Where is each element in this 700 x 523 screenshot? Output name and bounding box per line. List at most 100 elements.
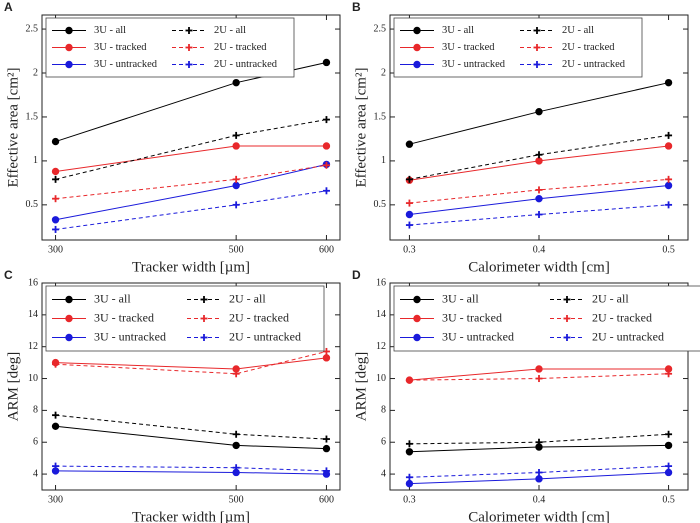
marker [65, 295, 73, 304]
marker [533, 27, 541, 34]
marker [664, 78, 673, 87]
y-tick-label: 6 [33, 437, 38, 448]
series-line [55, 414, 327, 440]
x-axis-label: Tracker width [µm] [132, 259, 250, 275]
y-tick-label: 1 [381, 155, 386, 166]
marker [413, 295, 421, 304]
marker [51, 167, 60, 176]
legend-label: 3U - untracked [94, 329, 166, 343]
y-tick-label: 0.5 [26, 199, 39, 210]
plot-frame [41, 14, 341, 241]
marker [665, 370, 673, 378]
legend-label: 2U - tracked [214, 42, 267, 53]
legend-label: 3U - untracked [442, 59, 506, 70]
legend-label: 3U - untracked [94, 59, 158, 70]
legend-label: 2U - untracked [562, 59, 626, 70]
marker [664, 468, 673, 477]
marker [200, 315, 208, 322]
marker [413, 60, 421, 69]
series-line [55, 145, 327, 172]
legend-label: 2U - tracked [229, 310, 289, 324]
marker [52, 195, 60, 203]
marker [185, 27, 193, 34]
panel-label: A [4, 0, 13, 14]
marker [322, 142, 331, 150]
legend-label: 2U - tracked [562, 42, 615, 53]
y-tick-label: 4 [381, 468, 386, 479]
y-tick-label: 10 [28, 373, 38, 384]
x-tick-label: 600 [319, 244, 334, 255]
marker [535, 186, 543, 194]
y-axis-label: Effective area [cm²] [5, 68, 21, 188]
marker [405, 210, 414, 219]
panel-label: C [4, 268, 13, 282]
marker [535, 194, 543, 203]
y-tick-label: 12 [376, 341, 386, 352]
marker [535, 438, 543, 446]
series-line [409, 134, 669, 180]
marker [232, 201, 240, 209]
marker [322, 444, 331, 453]
marker [563, 296, 571, 303]
y-tick-label: 10 [376, 373, 386, 384]
y-tick-label: 1.5 [26, 111, 39, 122]
marker [65, 43, 73, 52]
y-tick-label: 14 [28, 309, 38, 320]
marker [322, 116, 330, 124]
legend-label: 2U - untracked [214, 59, 278, 70]
y-axis-label: Effective area [cm²] [353, 68, 369, 188]
marker [413, 333, 421, 342]
panel: B 0.5 1 1.5 2 2.5 0.3 0.4 0.5 Calorimeter width [… [352, 0, 689, 275]
marker [413, 26, 421, 35]
x-tick-label: 600 [319, 494, 334, 505]
marker [52, 175, 60, 183]
marker [322, 354, 331, 362]
marker [535, 375, 543, 383]
marker [51, 216, 60, 224]
legend-label: 2U - all [592, 291, 629, 305]
marker [664, 142, 673, 150]
marker [405, 440, 413, 448]
legend-label: 3U - all [442, 291, 479, 305]
legend-box [45, 17, 295, 78]
x-tick-label: 0.5 [662, 494, 675, 505]
marker [535, 157, 543, 165]
marker [665, 462, 673, 470]
marker [52, 462, 60, 470]
marker [413, 43, 421, 52]
marker [413, 314, 421, 323]
marker [533, 61, 541, 68]
legend-label: 3U - all [442, 25, 474, 36]
marker [232, 175, 240, 183]
marker [535, 107, 543, 116]
marker [232, 370, 240, 378]
x-tick-label: 300 [48, 244, 63, 255]
marker [405, 448, 414, 456]
y-tick-label: 6 [381, 437, 386, 448]
y-tick-label: 2 [381, 67, 386, 78]
x-axis-label: Tracker width [µm] [132, 509, 250, 523]
marker [65, 333, 73, 342]
marker [65, 314, 73, 323]
panel: C 4 6 8 10 12 14 16 300 500 600 Tracker width [µm] A… [4, 268, 341, 523]
marker [322, 435, 330, 443]
legend-label: 3U - all [94, 291, 131, 305]
legend-label: 2U - tracked [592, 310, 652, 324]
x-tick-label: 0.3 [403, 494, 416, 505]
marker [665, 175, 673, 183]
legend-label: 2U - untracked [592, 329, 664, 343]
marker [52, 360, 60, 368]
marker [185, 61, 193, 68]
marker [322, 161, 330, 169]
legend-label: 3U - all [94, 25, 126, 36]
x-tick-label: 0.3 [403, 244, 416, 255]
marker [232, 464, 240, 472]
marker [232, 142, 240, 150]
y-tick-label: 16 [376, 277, 386, 288]
marker [200, 296, 208, 303]
panel: A 0.5 1 1.5 2 2.5 300 500 600 Tracker width [µm] E… [4, 0, 341, 275]
marker [52, 225, 60, 233]
panel-label: D [352, 268, 361, 282]
marker [322, 467, 330, 475]
